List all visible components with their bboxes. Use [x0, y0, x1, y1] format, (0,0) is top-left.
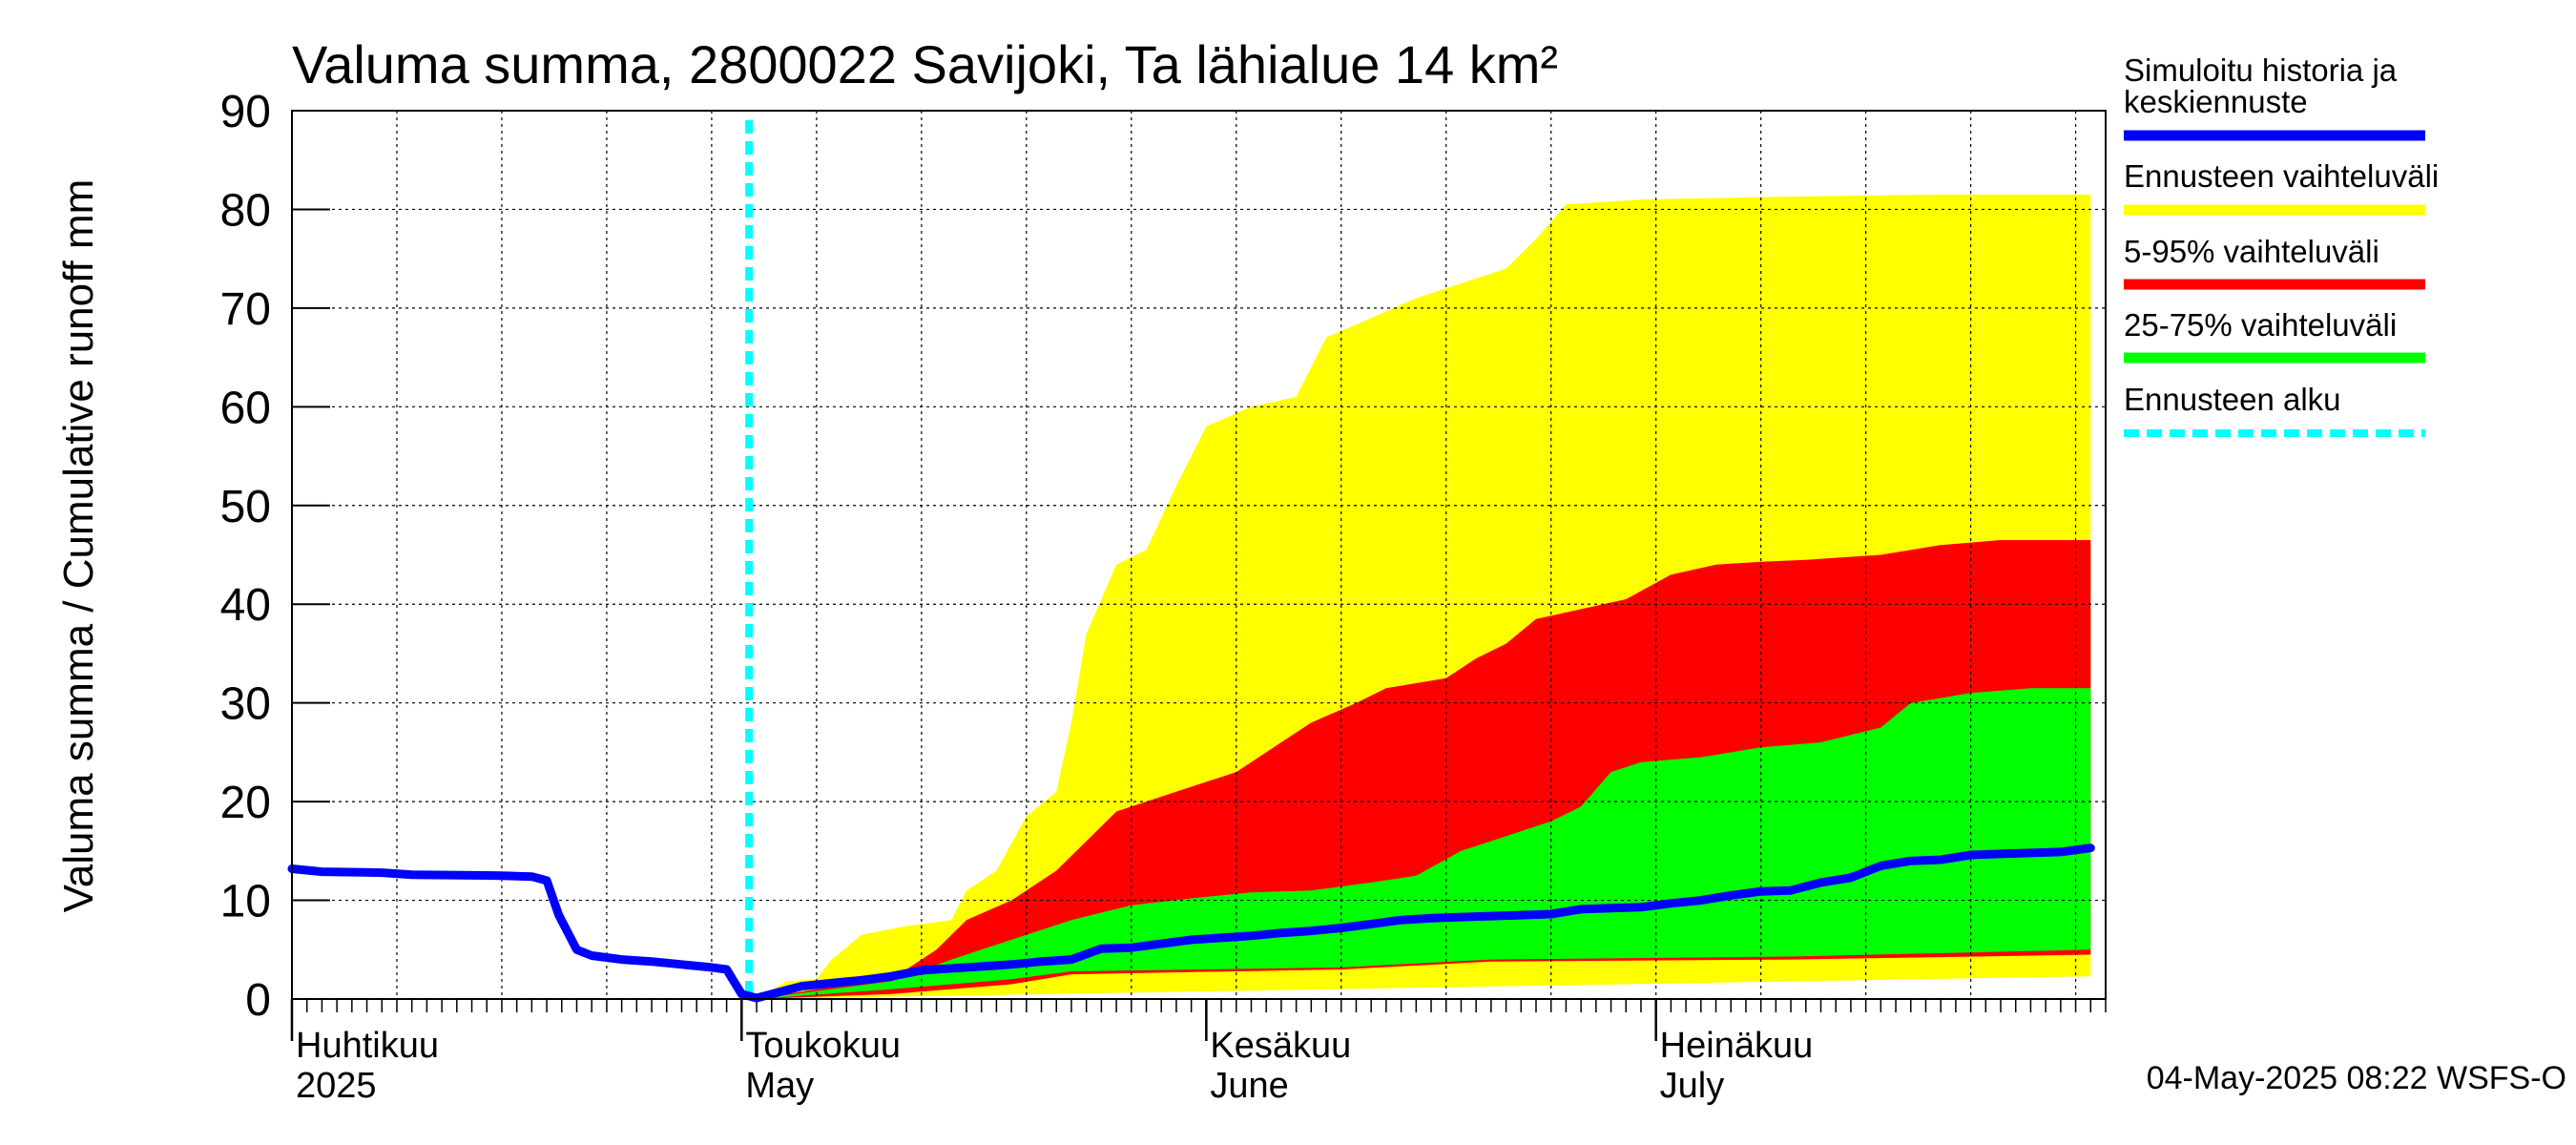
y-tick-label-20: 20: [220, 778, 271, 828]
y-tick-label-10: 10: [220, 877, 271, 927]
legend-label-green: 25-75% vaihteluväli: [2124, 307, 2397, 343]
y-axis-label: Valuma summa / Cumulative runoff mm: [55, 179, 102, 913]
y-tick-label-90: 90: [220, 87, 271, 137]
legend-label-red: 5-95% vaihteluväli: [2124, 234, 2379, 269]
legend-label-yellow: Ennusteen vaihteluväli: [2124, 158, 2439, 194]
y-tick-label-60: 60: [220, 383, 271, 433]
median-series-line: [287, 843, 2095, 1003]
legend-label-forecast-start: Ennusteen alku: [2124, 382, 2341, 417]
x-month-label-en: May: [745, 1066, 814, 1106]
legend-label-median-line1: Simuloitu historia ja: [2124, 52, 2398, 88]
x-month-label-fi: Kesäkuu: [1210, 1026, 1351, 1066]
y-tick-label-30: 30: [220, 679, 271, 730]
chart-title: Valuma summa, 2800022 Savijoki, Ta lähia…: [292, 34, 1558, 94]
x-month-label-fi: Toukokuu: [745, 1026, 901, 1066]
forecast-bands: [757, 194, 2091, 999]
green-band-25-75: [757, 688, 2091, 999]
timestamp: 04-May-2025 08:22 WSFS-O: [2147, 1060, 2566, 1096]
y-tick-label-0: 0: [245, 975, 271, 1026]
y-tick-label-70: 70: [220, 284, 271, 335]
x-month-label-fi: Huhtikuu: [296, 1026, 439, 1066]
plot-frame: [291, 110, 2107, 1000]
y-axis: 0 10 20 30 40 50 60 70 80 90: [220, 87, 330, 1026]
y-tick-label-40: 40: [220, 580, 271, 631]
legend: Simuloitu historia ja keskiennuste Ennus…: [2124, 52, 2439, 437]
x-month-label-en: July: [1660, 1066, 1725, 1106]
x-month-label-en: 2025: [296, 1066, 377, 1106]
legend-label-median-line2: keskiennuste: [2124, 84, 2308, 119]
y-tick-label-80: 80: [220, 185, 271, 236]
x-month-label-en: June: [1210, 1066, 1288, 1106]
x-month-label-fi: Heinäkuu: [1660, 1026, 1814, 1066]
y-tick-label-50: 50: [220, 482, 271, 532]
